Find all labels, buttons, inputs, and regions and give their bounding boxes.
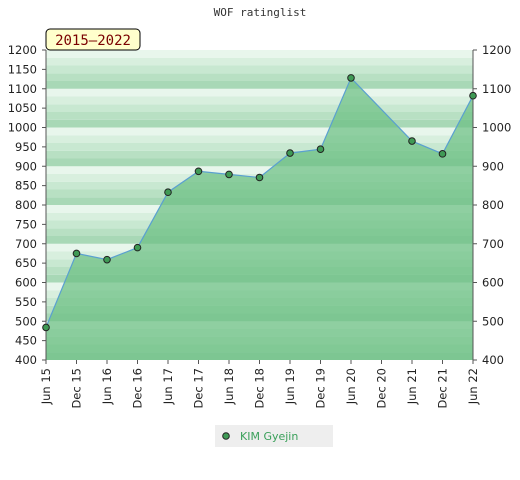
left-axis-ticks: 400 450 500 550 600 650 700 750 800 850 900 950 1000… bbox=[8, 43, 46, 367]
data-point[interactable] bbox=[225, 170, 233, 179]
left-tick-label: 500 bbox=[15, 314, 37, 328]
legend[interactable]: KIM Gyejin bbox=[215, 425, 333, 447]
x-tick-label: Dec 17 bbox=[192, 368, 206, 409]
x-tick-label: Jun 15 bbox=[39, 368, 53, 405]
right-tick-label: 1100 bbox=[482, 82, 511, 96]
legend-box bbox=[215, 425, 333, 447]
data-point[interactable] bbox=[347, 74, 355, 82]
data-point[interactable] bbox=[103, 255, 111, 264]
left-tick-label: 600 bbox=[15, 276, 37, 290]
x-tick-label: Dec 21 bbox=[436, 368, 450, 409]
x-tick-label: Dec 20 bbox=[375, 368, 389, 409]
left-tick-label: 750 bbox=[15, 217, 37, 231]
background-band bbox=[46, 135, 473, 143]
x-tick-label: Jun 21 bbox=[405, 368, 419, 405]
background-band bbox=[46, 57, 473, 66]
x-tick-label: Dec 15 bbox=[70, 368, 84, 409]
x-tick-label: Jun 17 bbox=[161, 368, 175, 405]
series-line bbox=[45, 76, 474, 328]
left-tick-label: 450 bbox=[15, 334, 37, 348]
x-tick-label: Jun 22 bbox=[466, 368, 480, 405]
left-tick-label: 1150 bbox=[8, 62, 37, 76]
left-tick-label: 550 bbox=[15, 295, 37, 309]
data-point[interactable] bbox=[72, 249, 81, 258]
x-tick-label: Dec 16 bbox=[131, 368, 145, 409]
x-tick-label: Jun 16 bbox=[100, 368, 114, 405]
left-tick-label: 1000 bbox=[8, 121, 37, 135]
background-band bbox=[46, 166, 473, 174]
background-band bbox=[46, 158, 473, 167]
data-point[interactable] bbox=[194, 167, 203, 176]
period-badge: 2015–2022 bbox=[45, 28, 141, 51]
background-band bbox=[46, 104, 473, 112]
right-tick-label: 600 bbox=[482, 276, 504, 290]
x-tick-label: Jun 20 bbox=[344, 368, 358, 405]
left-tick-label: 1050 bbox=[8, 101, 37, 115]
left-tick-label: 400 bbox=[15, 353, 37, 367]
left-tick-label: 950 bbox=[15, 140, 37, 154]
left-tick-label: 850 bbox=[15, 179, 37, 193]
right-tick-label: 800 bbox=[482, 198, 504, 212]
legend-entry-label: KIM Gyejin bbox=[240, 430, 298, 443]
background-band bbox=[46, 127, 473, 136]
right-axis-ticks: 400 500 600 700 800 900 1000 1100 1200 bbox=[473, 43, 511, 367]
period-badge-label: 2015–2022 bbox=[55, 33, 131, 49]
x-tick-label: Dec 19 bbox=[314, 368, 328, 409]
background-band bbox=[46, 73, 473, 81]
right-tick-label: 700 bbox=[482, 237, 504, 251]
period-badge-box bbox=[45, 28, 141, 51]
data-point[interactable] bbox=[438, 150, 447, 158]
background-band bbox=[46, 143, 473, 151]
left-tick-label: 1200 bbox=[8, 43, 37, 57]
right-tick-label: 500 bbox=[482, 314, 504, 328]
legend-marker-icon bbox=[222, 432, 230, 440]
x-axis-ticks: Jun 15 Dec 15 Jun 16 Dec 16 Jun 17 Dec 17 Jun … bbox=[39, 360, 480, 409]
left-tick-label: 1100 bbox=[8, 82, 37, 96]
right-tick-label: 1000 bbox=[482, 121, 511, 135]
series-area bbox=[46, 77, 473, 361]
data-point[interactable] bbox=[469, 91, 477, 100]
left-tick-label: 900 bbox=[15, 159, 37, 173]
data-point[interactable] bbox=[408, 137, 416, 145]
background-band bbox=[46, 119, 473, 128]
data-point[interactable] bbox=[164, 188, 172, 197]
background-band bbox=[46, 112, 473, 120]
background-band bbox=[46, 96, 473, 105]
right-tick-label: 900 bbox=[482, 159, 504, 173]
left-tick-label: 700 bbox=[15, 237, 37, 251]
background-band bbox=[46, 50, 473, 58]
right-tick-label: 400 bbox=[482, 353, 504, 367]
background-band bbox=[46, 81, 473, 89]
data-point[interactable] bbox=[255, 173, 264, 182]
right-tick-label: 1200 bbox=[482, 43, 511, 57]
background-band bbox=[46, 150, 473, 159]
x-tick-label: Dec 18 bbox=[253, 368, 267, 409]
left-tick-label: 800 bbox=[15, 198, 37, 212]
data-point[interactable] bbox=[42, 323, 50, 332]
data-point[interactable] bbox=[286, 149, 294, 157]
background-band bbox=[46, 65, 473, 74]
data-point[interactable] bbox=[133, 243, 142, 252]
chart-title: WOF ratinglist bbox=[214, 6, 307, 19]
data-point[interactable] bbox=[316, 145, 325, 153]
background-band bbox=[46, 88, 473, 97]
x-tick-label: Jun 18 bbox=[222, 368, 236, 405]
series-markers bbox=[42, 74, 477, 332]
left-tick-label: 650 bbox=[15, 256, 37, 270]
x-tick-label: Jun 19 bbox=[283, 368, 297, 405]
